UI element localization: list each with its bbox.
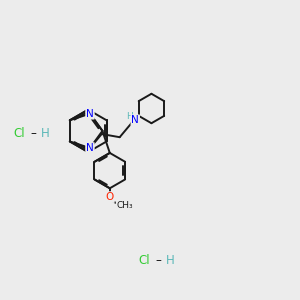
- Text: H: H: [41, 127, 50, 140]
- Text: O: O: [106, 192, 114, 202]
- Text: Cl: Cl: [138, 254, 150, 267]
- Text: H: H: [127, 112, 133, 121]
- Text: –: –: [156, 254, 162, 267]
- Text: Cl: Cl: [13, 127, 25, 140]
- Text: N: N: [86, 109, 94, 119]
- Text: –: –: [31, 127, 37, 140]
- Text: H: H: [166, 254, 175, 267]
- Text: CH₃: CH₃: [116, 201, 133, 210]
- Text: N: N: [86, 143, 94, 153]
- Text: N: N: [131, 115, 139, 125]
